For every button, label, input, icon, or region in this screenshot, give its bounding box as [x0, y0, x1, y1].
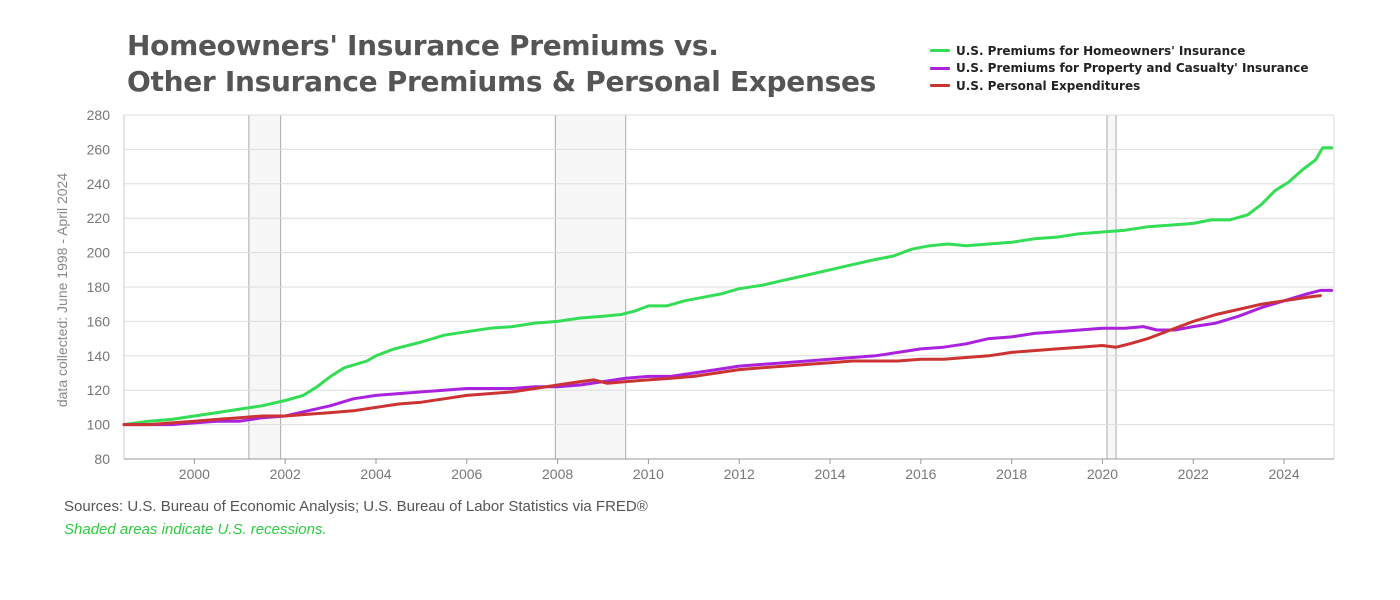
legend-swatch-homeowners — [930, 49, 950, 53]
legend-swatch-personal-expenditures — [930, 84, 950, 88]
y-tick-label-200: 200 — [87, 245, 111, 261]
y-tick-label-100: 100 — [87, 417, 111, 433]
y-tick-label-260: 260 — [87, 141, 111, 157]
sources-text: Sources: U.S. Bureau of Economic Analysi… — [64, 498, 648, 515]
y-tick-label-140: 140 — [87, 348, 111, 364]
axes: 80 100 120 140 160 180 200 220 240 260 280 2000 2002… — [87, 107, 1335, 482]
x-tick-label-2022: 2022 — [1178, 466, 1209, 482]
x-tick-label-2008: 2008 — [542, 466, 573, 482]
chart-legend: U.S. Premiums for Homeowners' Insurance … — [930, 42, 1309, 95]
legend-label-personal-expenditures: U.S. Personal Expenditures — [956, 78, 1141, 93]
legend-item-homeowners: U.S. Premiums for Homeowners' Insurance — [930, 42, 1309, 60]
y-tick-label-120: 120 — [87, 382, 111, 398]
legend-item-property-casualty: U.S. Premiums for Property and Casualty'… — [930, 60, 1309, 78]
legend-swatch-property-casualty — [930, 66, 950, 70]
legend-item-personal-expenditures: U.S. Personal Expenditures — [930, 77, 1309, 95]
recession-note: Shaded areas indicate U.S. recessions. — [64, 521, 327, 538]
chart-title-line-1: Homeowners' Insurance Premiums vs. — [127, 29, 719, 62]
series-personal-expenditures — [122, 294, 1322, 427]
x-tick-label-2012: 2012 — [724, 466, 755, 482]
legend-label-homeowners: U.S. Premiums for Homeowners' Insurance — [956, 43, 1246, 58]
x-tick-label-2016: 2016 — [905, 466, 936, 482]
x-tick-label-2010: 2010 — [633, 466, 664, 482]
x-tick-label-2014: 2014 — [814, 466, 845, 482]
y-tick-label-180: 180 — [87, 279, 111, 295]
x-tick-label-2018: 2018 — [996, 466, 1027, 482]
chart-title-line-2: Other Insurance Premiums & Personal Expe… — [127, 65, 877, 98]
y-tick-label-280: 280 — [87, 107, 111, 123]
y-tick-label-240: 240 — [87, 176, 111, 192]
y-tick-label-220: 220 — [87, 210, 111, 226]
series-homeowners — [122, 146, 1334, 427]
x-tick-label-2024: 2024 — [1268, 466, 1299, 482]
series-lines — [122, 146, 1334, 427]
legend-label-property-casualty: U.S. Premiums for Property and Casualty'… — [956, 61, 1309, 76]
x-tick-label-2020: 2020 — [1087, 466, 1118, 482]
y-tick-label-160: 160 — [87, 313, 111, 329]
series-property-casualty — [122, 288, 1334, 427]
x-tick-label-2000: 2000 — [179, 466, 210, 482]
x-tick-label-2006: 2006 — [451, 466, 482, 482]
chart-title: Homeowners' Insurance Premiums vs. Other… — [127, 28, 876, 100]
x-tick-label-2002: 2002 — [270, 466, 301, 482]
x-tick-label-2004: 2004 — [360, 466, 391, 482]
grid-lines — [124, 114, 1334, 460]
y-tick-label-80: 80 — [94, 451, 110, 467]
